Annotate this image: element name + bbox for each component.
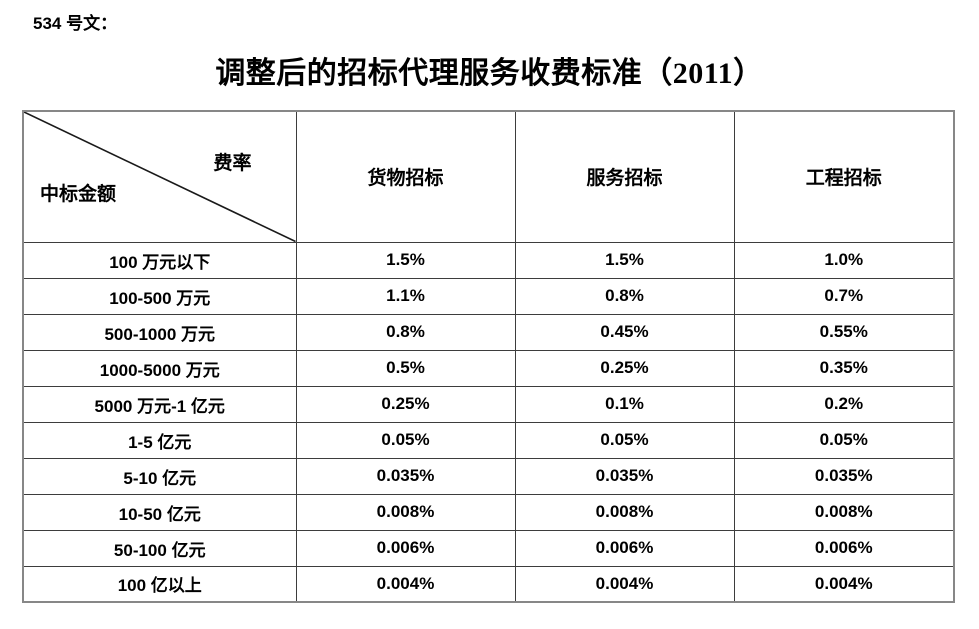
fee-standard-table: 费率 中标金额 货物招标 服务招标 工程招标 100 万元以下 1.5% 1.5… (22, 110, 955, 603)
engineering-rate-cell: 0.006% (733, 529, 955, 567)
engineering-rate-cell: 0.004% (733, 565, 955, 603)
doc-number-label: 534 号文： (33, 14, 118, 33)
amount-cell: 5000 万元-1 亿元 (22, 385, 297, 423)
table-row: 10-50 亿元 0.008% 0.008% 0.008% (22, 493, 955, 531)
service-rate-cell: 0.8% (514, 277, 735, 315)
amount-cell: 5-10 亿元 (22, 457, 297, 495)
page-title: 调整后的招标代理服务收费标准（2011） (215, 57, 764, 90)
goods-rate-cell: 0.006% (295, 529, 516, 567)
table-row: 500-1000 万元 0.8% 0.45% 0.55% (22, 313, 955, 351)
corner-label-rate: 费率 (213, 153, 252, 174)
goods-rate-cell: 0.035% (295, 457, 516, 495)
table-row: 100 万元以下 1.5% 1.5% 1.0% (22, 241, 955, 279)
service-rate-cell: 0.008% (514, 493, 735, 531)
service-rate-cell: 0.25% (514, 349, 735, 387)
goods-rate-cell: 0.004% (295, 565, 516, 603)
goods-rate-cell: 0.5% (295, 349, 516, 387)
amount-cell: 50-100 亿元 (22, 529, 297, 567)
goods-rate-cell: 0.8% (295, 313, 516, 351)
amount-cell: 10-50 亿元 (22, 493, 297, 531)
engineering-rate-cell: 0.35% (733, 349, 955, 387)
table-row: 1000-5000 万元 0.5% 0.25% 0.35% (22, 349, 955, 387)
table-row: 5000 万元-1 亿元 0.25% 0.1% 0.2% (22, 385, 955, 423)
engineering-rate-cell: 0.05% (733, 421, 955, 459)
table-row: 100-500 万元 1.1% 0.8% 0.7% (22, 277, 955, 315)
goods-rate-cell: 1.5% (295, 241, 516, 279)
amount-cell: 100-500 万元 (22, 277, 297, 315)
column-header-engineering: 工程招标 (733, 110, 955, 243)
engineering-rate-cell: 0.7% (733, 277, 955, 315)
amount-cell: 1-5 亿元 (22, 421, 297, 459)
amount-cell: 500-1000 万元 (22, 313, 297, 351)
table-row: 50-100 亿元 0.006% 0.006% 0.006% (22, 529, 955, 567)
corner-label-amount: 中标金额 (40, 183, 117, 205)
engineering-rate-cell: 0.035% (733, 457, 955, 495)
diagonal-divider-line (24, 112, 296, 242)
service-rate-cell: 0.45% (514, 313, 735, 351)
goods-rate-cell: 0.05% (295, 421, 516, 459)
goods-rate-cell: 0.25% (295, 385, 516, 423)
engineering-rate-cell: 1.0% (733, 241, 955, 279)
table-header: 费率 中标金额 货物招标 服务招标 工程招标 (22, 110, 955, 243)
corner-cell: 费率 中标金额 (22, 110, 297, 243)
goods-rate-cell: 0.008% (295, 493, 516, 531)
goods-rate-cell: 1.1% (295, 277, 516, 315)
column-header-service: 服务招标 (514, 110, 735, 243)
amount-cell: 1000-5000 万元 (22, 349, 297, 387)
fee-table-body: 100 万元以下 1.5% 1.5% 1.0% 100-500 万元 1.1% … (22, 241, 955, 603)
service-rate-cell: 0.05% (514, 421, 735, 459)
service-rate-cell: 0.006% (514, 529, 735, 567)
engineering-rate-cell: 0.008% (733, 493, 955, 531)
header-row: 费率 中标金额 货物招标 服务招标 工程招标 (22, 110, 955, 243)
table-row: 1-5 亿元 0.05% 0.05% 0.05% (22, 421, 955, 459)
table-row: 5-10 亿元 0.035% 0.035% 0.035% (22, 457, 955, 495)
service-rate-cell: 1.5% (514, 241, 735, 279)
amount-cell: 100 亿以上 (22, 565, 297, 603)
service-rate-cell: 0.004% (514, 565, 735, 603)
engineering-rate-cell: 0.55% (733, 313, 955, 351)
service-rate-cell: 0.1% (514, 385, 735, 423)
table-row: 100 亿以上 0.004% 0.004% 0.004% (22, 565, 955, 603)
amount-cell: 100 万元以下 (22, 241, 297, 279)
engineering-rate-cell: 0.2% (733, 385, 955, 423)
service-rate-cell: 0.035% (514, 457, 735, 495)
column-header-goods: 货物招标 (295, 110, 516, 243)
